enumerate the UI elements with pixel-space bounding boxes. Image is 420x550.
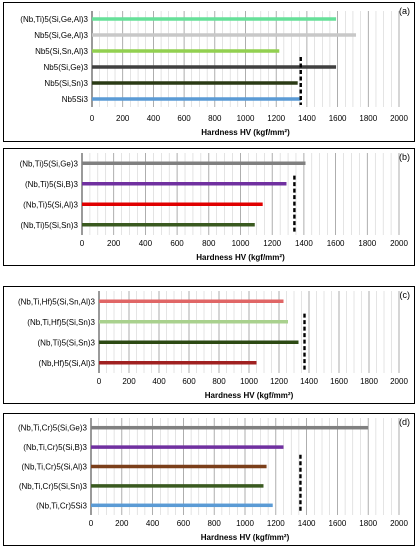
x-tick-label: 2000 — [390, 239, 408, 248]
x-tick-label: 1200 — [267, 519, 285, 528]
panel-label: (b) — [399, 152, 410, 162]
x-tick-label: 1600 — [327, 239, 345, 248]
x-axis-title: Hardness HV (kgf/mm²) — [201, 533, 290, 542]
x-tick-label: 1200 — [263, 239, 281, 248]
category-label: (Nb,Ti,Cr)5(Si,Ge)3 — [18, 424, 88, 433]
category-label: (Nb,Hf)5(Si,Al)3 — [39, 359, 96, 368]
category-label: Nb5(Si,Sn,Al)3 — [35, 47, 88, 56]
x-tick-label: 2000 — [390, 377, 408, 386]
x-tick-label: 800 — [212, 377, 226, 386]
x-tick-label: 1200 — [270, 377, 288, 386]
x-tick-label: 400 — [152, 377, 166, 386]
category-label: (Nb,Ti,Cr)5(Si,Sn)3 — [19, 482, 88, 491]
panel-label: (c) — [400, 290, 411, 300]
bar — [92, 49, 280, 53]
x-tick-label: 1800 — [359, 519, 377, 528]
x-tick-label: 1400 — [300, 377, 318, 386]
category-label: (Nb,Ti)5(Si,Al)3 — [23, 200, 78, 209]
category-label: Nb5Si3 — [62, 95, 89, 104]
x-axis-title: Hardness HV (kgf/mm²) — [196, 253, 285, 262]
x-tick-label: 200 — [107, 239, 121, 248]
category-label: (Nb,Ti,Cr)5(Si,Al)3 — [22, 463, 88, 472]
category-label: (Nb,Ti,Hf)5(Si,Sn,Al)3 — [18, 297, 96, 306]
bar — [82, 223, 255, 227]
x-tick-label: 1000 — [237, 114, 255, 123]
panel-label: (d) — [399, 417, 410, 427]
x-axis-title: Hardness HV (kgf/mm²) — [201, 128, 290, 137]
x-tick-label: 2000 — [390, 519, 408, 528]
bar — [92, 81, 298, 85]
hardness-chart-c: (Nb,Ti,Hf)5(Si,Sn,Al)3 (Nb,Ti,Hf)5(Si,Sn)… — [3, 286, 415, 404]
x-tick-label: 1800 — [358, 239, 376, 248]
category-label: (Nb,Ti,Cr)5(Si,B)3 — [23, 443, 87, 452]
bar — [91, 445, 284, 449]
bar — [82, 202, 263, 206]
x-tick-label: 800 — [208, 114, 222, 123]
chart-svg: (Nb,Ti)5(Si,Ge)3 (Nb,Ti)5(Si,B)3 (Nb,Ti)5(… — [20, 152, 410, 262]
bar — [99, 320, 288, 324]
x-tick-label: 200 — [116, 114, 130, 123]
category-label: Nb5(Si,Ge,Al)3 — [34, 31, 88, 40]
x-tick-label: 0 — [89, 519, 94, 528]
x-tick-label: 1800 — [359, 114, 377, 123]
x-tick-label: 600 — [182, 377, 196, 386]
category-label: (Nb,Ti,Hf)5(Si,Sn)3 — [27, 318, 95, 327]
bar — [91, 503, 273, 508]
category-label: (Nb,Ti)5(Si,Ge,Al)3 — [20, 15, 88, 24]
bar — [92, 17, 337, 21]
x-tick-label: 600 — [177, 114, 191, 123]
bar — [82, 182, 287, 186]
x-tick-label: 1400 — [298, 519, 316, 528]
x-tick-label: 1400 — [295, 239, 313, 248]
x-tick-label: 1400 — [298, 114, 316, 123]
category-label: (Nb,Ti)5(Si,Sn)3 — [21, 221, 79, 230]
bar — [92, 97, 301, 101]
x-axis-title: Hardness HV (kgf/mm²) — [205, 391, 294, 400]
bar — [92, 65, 337, 69]
x-tick-label: 400 — [146, 519, 160, 528]
bar — [92, 33, 357, 37]
x-tick-label: 1000 — [236, 519, 254, 528]
x-tick-label: 0 — [80, 239, 85, 248]
x-tick-label: 400 — [139, 239, 153, 248]
hardness-chart-d: (Nb,Ti,Cr)5(Si,Ge)3 (Nb,Ti,Cr)5(Si,B)3 (Nb… — [3, 413, 415, 546]
x-tick-label: 800 — [202, 239, 216, 248]
x-tick-label: 0 — [90, 114, 95, 123]
x-tick-label: 400 — [147, 114, 161, 123]
category-label: (Nb,Ti)5(Si,B)3 — [25, 180, 79, 189]
x-tick-label: 600 — [170, 239, 184, 248]
category-label: Nb5(Si,Sn)3 — [44, 79, 88, 88]
bar — [91, 484, 264, 488]
bar — [99, 340, 299, 344]
hardness-chart-a: (Nb,Ti)5(Si,Ge,Al)3 Nb5(Si,Ge,Al)3 Nb5(Si,… — [3, 2, 415, 142]
chart-svg: (Nb,Ti)5(Si,Ge,Al)3 Nb5(Si,Ge,Al)3 Nb5(Si,… — [20, 6, 410, 137]
panel-label: (a) — [399, 6, 410, 16]
x-tick-label: 600 — [177, 519, 191, 528]
hardness-chart-b: (Nb,Ti)5(Si,Ge)3 (Nb,Ti)5(Si,B)3 (Nb,Ti)5(… — [3, 148, 415, 266]
bar — [82, 161, 306, 165]
x-tick-label: 1800 — [360, 377, 378, 386]
x-tick-label: 800 — [208, 519, 222, 528]
category-label: (Nb,Ti,Cr)5Si3 — [36, 501, 87, 510]
category-label: (Nb,Ti)5(Si,Ge)3 — [20, 159, 79, 168]
category-label: Nb5(Si,Ge)3 — [44, 63, 89, 72]
bar — [91, 464, 267, 469]
x-tick-label: 1000 — [240, 377, 258, 386]
x-tick-label: 1600 — [329, 519, 347, 528]
bar — [91, 425, 369, 430]
x-tick-label: 1000 — [232, 239, 250, 248]
chart-svg: (Nb,Ti,Hf)5(Si,Sn,Al)3 (Nb,Ti,Hf)5(Si,Sn)… — [18, 290, 411, 400]
x-tick-label: 0 — [97, 377, 102, 386]
x-tick-label: 1200 — [267, 114, 285, 123]
x-tick-label: 1600 — [329, 114, 347, 123]
bar — [99, 299, 284, 303]
chart-svg: (Nb,Ti,Cr)5(Si,Ge)3 (Nb,Ti,Cr)5(Si,B)3 (Nb… — [18, 417, 410, 542]
bar — [99, 361, 257, 365]
x-tick-label: 2000 — [390, 114, 408, 123]
x-tick-label: 200 — [115, 519, 129, 528]
x-tick-label: 200 — [122, 377, 136, 386]
category-label: (Nb,Ti)5(Si,Sn)3 — [38, 338, 96, 347]
x-tick-label: 1600 — [330, 377, 348, 386]
